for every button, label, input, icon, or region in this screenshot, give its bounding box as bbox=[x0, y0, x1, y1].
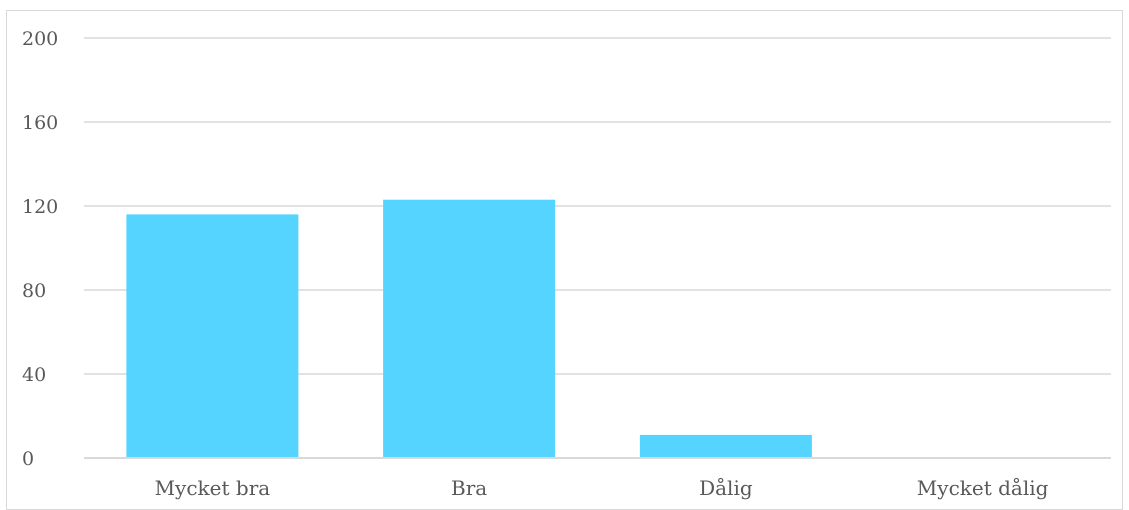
bar bbox=[383, 199, 556, 458]
y-tick-label: 160 bbox=[22, 112, 58, 134]
y-tick-label: 0 bbox=[22, 448, 34, 470]
x-category-label: Bra bbox=[451, 476, 487, 500]
bar bbox=[639, 434, 812, 458]
bars bbox=[126, 199, 812, 458]
y-tick-label: 80 bbox=[22, 280, 46, 302]
bar bbox=[126, 214, 299, 458]
y-tick-label: 200 bbox=[22, 28, 58, 50]
x-category-label: Mycket bra bbox=[155, 476, 271, 500]
x-axis-categories: Mycket bra Bra Dålig Mycket dålig bbox=[155, 476, 1049, 500]
x-category-label: Mycket dålig bbox=[917, 476, 1049, 500]
x-category-label: Dålig bbox=[699, 476, 753, 500]
y-axis-ticks: 0 40 80 120 160 200 bbox=[22, 28, 58, 470]
y-tick-label: 40 bbox=[22, 364, 46, 386]
y-tick-label: 120 bbox=[22, 196, 58, 218]
